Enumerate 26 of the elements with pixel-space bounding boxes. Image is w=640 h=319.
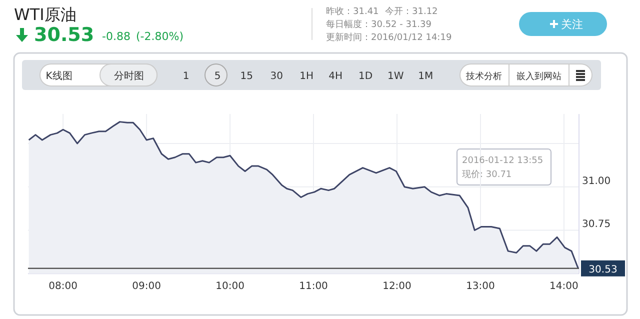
text: 分时图 (114, 70, 144, 82)
ref-line-label: 30.53 (588, 264, 618, 276)
text: 关注 (561, 18, 583, 31)
y-tick-label: 31.00 (582, 176, 611, 187)
x-tick-label: 11:00 (299, 281, 328, 292)
text: -0.88 (102, 30, 130, 43)
x-tick-label: 13:00 (466, 281, 495, 292)
x-tick-label: 09:00 (132, 281, 161, 292)
text: 嵌入到网站 (516, 71, 562, 82)
y-tick-label: 30.75 (582, 219, 611, 230)
text: K线图 (46, 70, 72, 82)
x-tick-label: 12:00 (382, 281, 412, 292)
x-tick-label: 14:00 (550, 281, 578, 292)
text: 今开：31.12 (385, 6, 438, 17)
text: 昨收：31.41 (326, 6, 379, 17)
chart-title: WTI原油 (14, 5, 76, 24)
text: 30.53 (34, 24, 94, 46)
x-tick-label: 10:00 (216, 281, 244, 292)
annotation: 2016-01-12 13:55 (462, 156, 544, 166)
x-tick-label: 08:00 (48, 281, 78, 292)
text: 更新时间：2016/01/12 14:19 (326, 32, 452, 43)
annotation: 现价: 30.71 (462, 169, 512, 180)
text: 每日幅度：30.52 - 31.39 (326, 19, 432, 30)
text: 技术分析 (465, 71, 502, 82)
text: 1 5 15 30 1H 4H 1D 1W 1M (182, 71, 434, 82)
text: (-2.80%) (136, 30, 184, 43)
